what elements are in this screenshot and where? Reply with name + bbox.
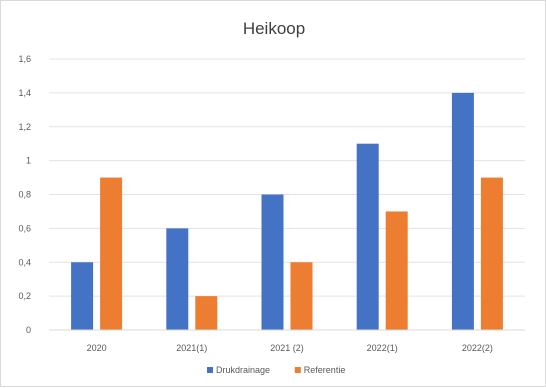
bar-referentie-0	[100, 177, 123, 330]
y-tick-label: 1	[26, 156, 31, 166]
y-tick-label: 0,2	[18, 291, 31, 301]
bar-drukdrainage-1	[166, 228, 189, 330]
y-tick-label: 0,8	[18, 190, 31, 200]
legend-swatch-referentie	[294, 367, 301, 373]
gridlines	[49, 58, 525, 297]
x-tick-label: 2021(1)	[176, 343, 207, 353]
bars	[71, 92, 503, 330]
bar-referentie-3	[385, 211, 408, 330]
chart-title: Heikoop	[243, 19, 305, 38]
bar-drukdrainage-4	[451, 92, 474, 330]
x-tick-label: 2021 (2)	[270, 343, 304, 353]
y-tick-label: 0	[26, 325, 31, 335]
legend-label: Drukdrainage	[216, 365, 270, 375]
y-axis-tick-labels: 0 0,2 0,4 0,6 0,8 1 1,2 1,4 1,6	[18, 54, 31, 335]
legend: Drukdrainage Referentie	[207, 365, 345, 375]
bar-drukdrainage-3	[356, 143, 379, 330]
bar-referentie-4	[480, 177, 503, 330]
legend-swatch-drukdrainage	[207, 367, 213, 373]
x-tick-label: 2022(1)	[367, 343, 398, 353]
x-tick-label: 2022(2)	[462, 343, 493, 353]
bar-referentie-1	[195, 296, 218, 330]
bar-drukdrainage-2	[261, 194, 284, 330]
y-tick-label: 0,6	[18, 223, 31, 233]
y-tick-label: 1,6	[18, 54, 31, 64]
legend-label: Referentie	[304, 365, 346, 375]
x-axis-tick-labels: 2020 2021(1) 2021 (2) 2022(1) 2022(2)	[87, 343, 493, 353]
y-tick-label: 1,2	[18, 122, 31, 132]
bar-drukdrainage-0	[71, 262, 94, 330]
y-tick-label: 1,4	[18, 88, 31, 98]
y-tick-label: 0,4	[18, 257, 31, 267]
bar-referentie-2	[290, 262, 313, 330]
x-tick-label: 2020	[87, 343, 107, 353]
